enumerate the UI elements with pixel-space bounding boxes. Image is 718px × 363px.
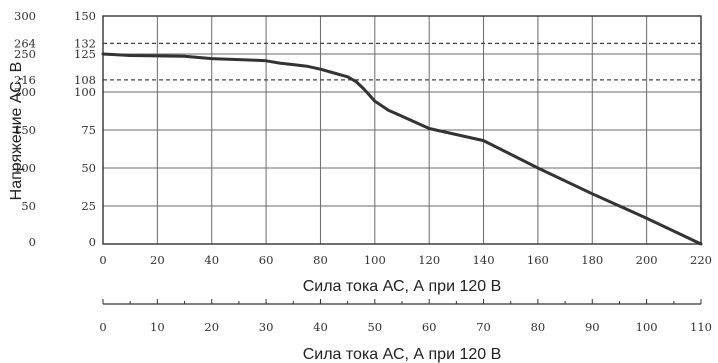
- x-tick-label: 140: [473, 253, 495, 267]
- x2-tick-label: 50: [367, 320, 382, 334]
- x-axis-label: Сила тока АС, А при 120 В: [303, 278, 502, 295]
- grid: [103, 16, 701, 244]
- x-tick-label: 220: [690, 253, 712, 267]
- y-tick-label-outer: 200: [14, 85, 36, 99]
- x-tick-label: 200: [636, 253, 658, 267]
- y-tick-label-inner: 0: [89, 235, 96, 249]
- series-line: [101, 52, 703, 246]
- y-tick-label-inner: 132: [74, 36, 96, 50]
- x2-tick-label: 80: [531, 320, 546, 334]
- x-axis-secondary: [102, 299, 702, 305]
- x-tick-label: 80: [313, 253, 328, 267]
- x-tick-label: 160: [527, 253, 549, 267]
- x2-tick-label: 60: [422, 320, 437, 334]
- y-tick-label-outer: 264: [14, 36, 36, 50]
- y-tick-label-inner: 150: [74, 9, 96, 23]
- y-tick-label-inner: 25: [81, 199, 96, 213]
- y-tick-label-outer: 250: [14, 47, 36, 61]
- x2-tick-label: 110: [690, 320, 712, 334]
- x2-tick-label: 10: [150, 320, 165, 334]
- y-tick-label-inner: 108: [74, 73, 96, 87]
- x2-tick-label: 90: [585, 320, 600, 334]
- x-ticks-secondary: 0 10 20 30 40 50 60 70 80 90 100 110: [99, 320, 712, 334]
- x-tick-label: 40: [204, 253, 219, 267]
- y-tick-label-inner: 125: [74, 47, 96, 61]
- y-tick-label-inner: 75: [81, 123, 96, 137]
- dashed-reference-lines: [103, 42, 701, 81]
- x2-tick-label: 20: [204, 320, 219, 334]
- x2-tick-label: 0: [99, 320, 106, 334]
- x-axis-label-secondary: Сила тока АС, А при 120 В: [303, 346, 502, 363]
- x2-tick-label: 40: [313, 320, 328, 334]
- y-tick-label-outer: 100: [14, 161, 36, 175]
- x2-tick-label: 70: [476, 320, 491, 334]
- plot-frame: [102, 15, 702, 245]
- x-ticks-primary: 0 20 40 60 80 100 120 140 160 180 200 220: [99, 253, 712, 267]
- x-tick-label: 60: [259, 253, 274, 267]
- y-axis-label: Напряжение АС, В: [8, 62, 25, 201]
- y-tick-label-outer: 50: [21, 199, 36, 213]
- x-tick-label: 100: [364, 253, 386, 267]
- x-tick-label: 120: [418, 253, 440, 267]
- y-tick-label-outer: 0: [29, 235, 36, 249]
- x-tick-label: 20: [150, 253, 165, 267]
- x-tick-label: 0: [99, 253, 106, 267]
- x2-tick-label: 30: [259, 320, 274, 334]
- x2-tick-label: 100: [636, 320, 658, 334]
- y-tick-label-inner: 100: [74, 85, 96, 99]
- y-tick-label-outer: 300: [14, 9, 36, 23]
- x-tick-label: 180: [581, 253, 603, 267]
- y-tick-label-outer: 216: [14, 73, 36, 87]
- y-tick-label-inner: 50: [81, 161, 96, 175]
- y-tick-label-outer: 150: [14, 123, 36, 137]
